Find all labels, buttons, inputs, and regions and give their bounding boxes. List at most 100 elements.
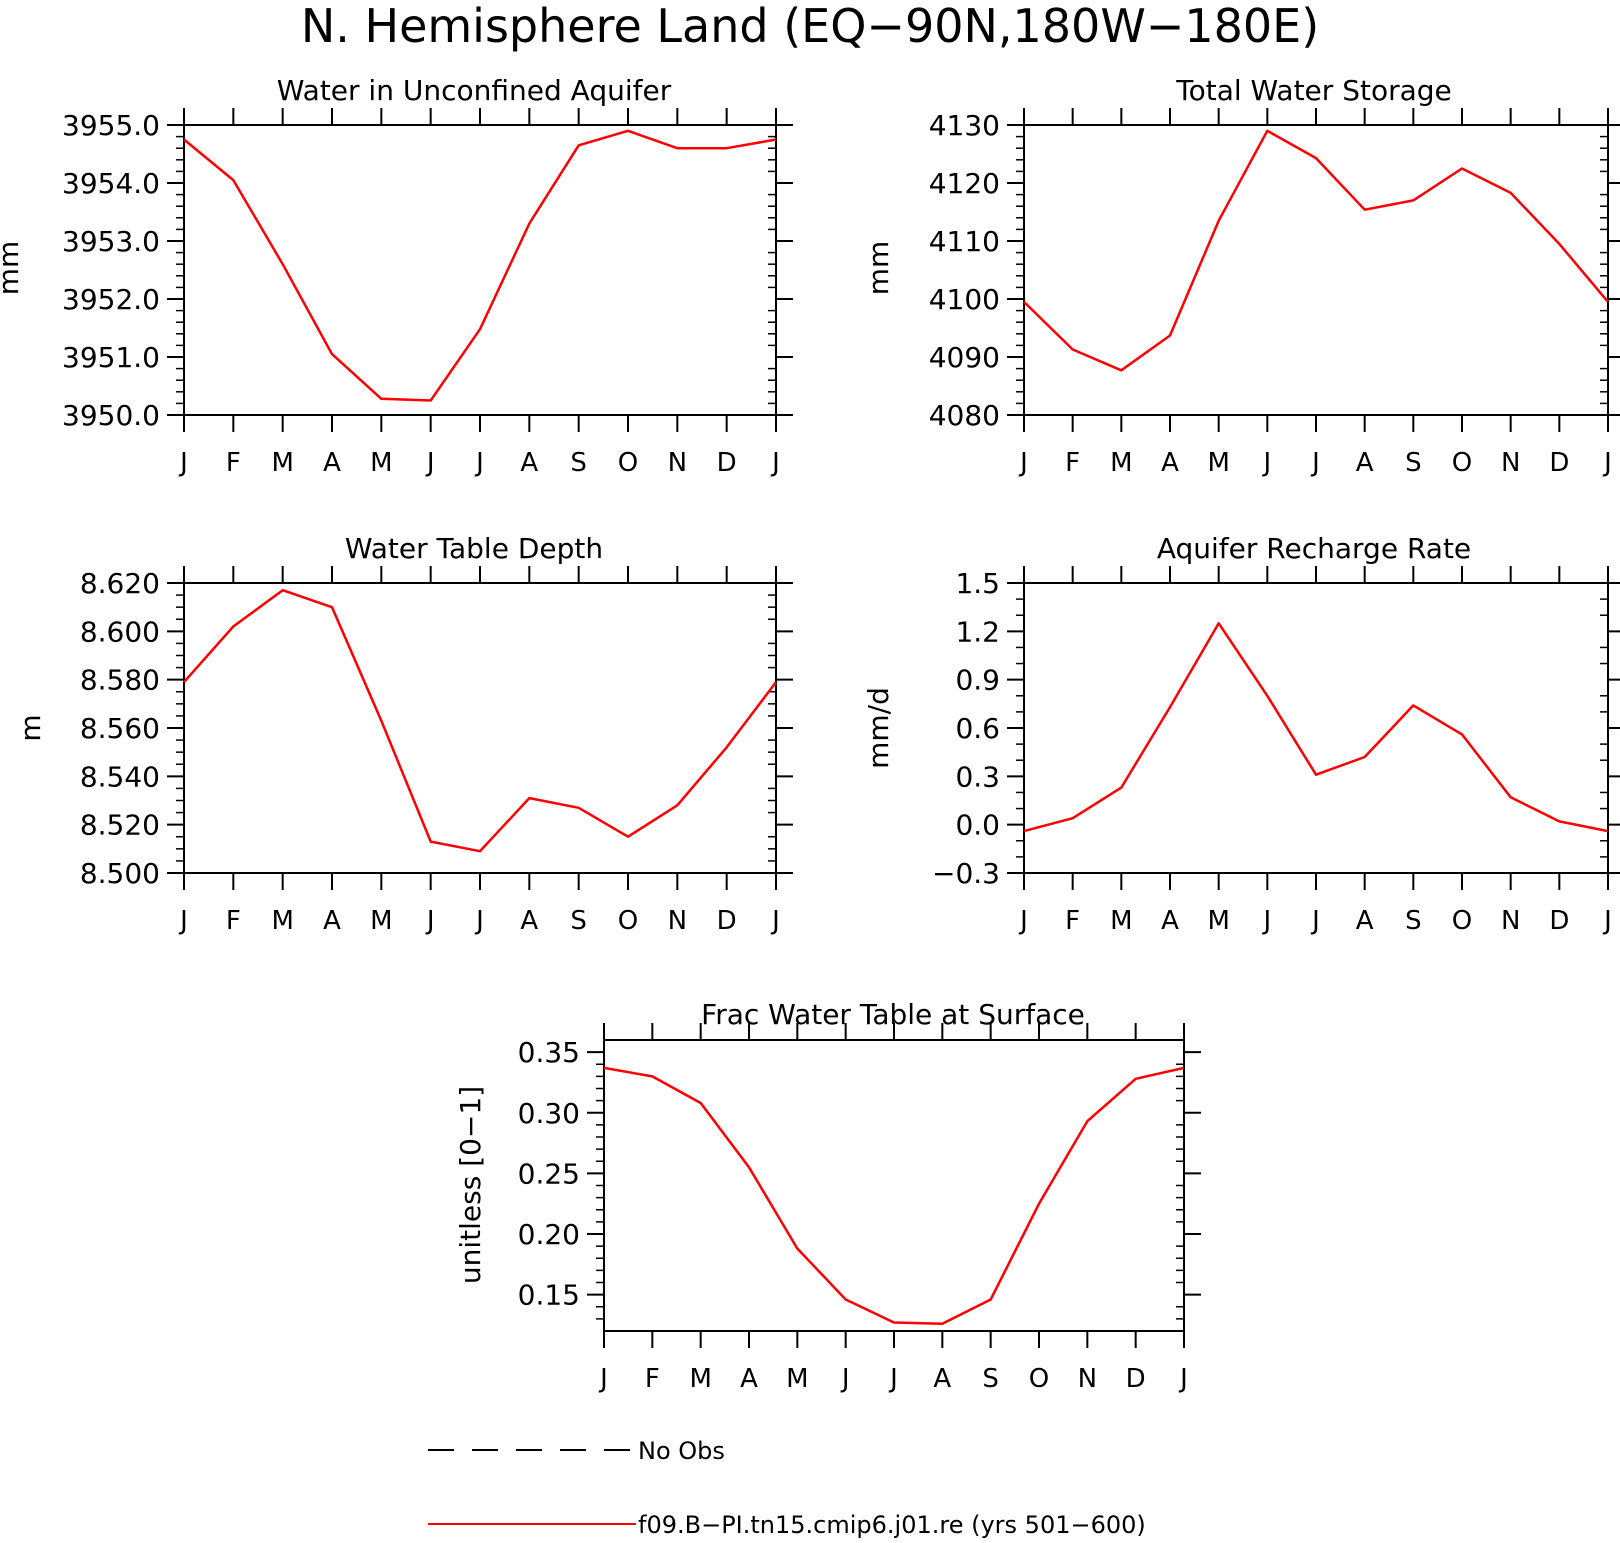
panel-title: Water Table Depth <box>345 532 603 565</box>
y-tick-label: 8.620 <box>80 567 160 600</box>
x-tick-label: F <box>226 448 241 478</box>
y-tick-label: 0.25 <box>518 1157 580 1190</box>
x-tick-label: D <box>1549 448 1569 478</box>
x-tick-label: N <box>1501 448 1520 478</box>
x-tick-label: J <box>1261 448 1271 478</box>
series-line <box>183 588 777 853</box>
y-tick-label: 3952.0 <box>62 283 160 316</box>
y-tick-label: 8.540 <box>80 760 160 793</box>
x-tick-label: A <box>1356 906 1374 936</box>
y-tick-label: 1.5 <box>955 567 1000 600</box>
x-tick-label: F <box>1065 906 1080 936</box>
y-tick-label: 3955.0 <box>62 109 160 142</box>
x-tick-label: O <box>1029 1364 1049 1394</box>
x-tick-label: F <box>645 1364 660 1394</box>
x-tick-label: J <box>178 448 188 478</box>
y-tick-label: 0.9 <box>955 664 1000 697</box>
plot-frame <box>603 1039 1185 1332</box>
y-tick-label: 8.580 <box>80 664 160 697</box>
x-tick-label: A <box>520 906 538 936</box>
x-tick-label: S <box>982 1364 999 1394</box>
y-tick-label: 8.600 <box>80 615 160 648</box>
x-tick-label: A <box>1356 448 1374 478</box>
x-tick-label: M <box>1110 448 1132 478</box>
y-tick-label: 4110 <box>929 225 1000 258</box>
y-tick-label: 3953.0 <box>62 225 160 258</box>
figure-title: N. Hemisphere Land (EQ−90N,180W−180E) <box>301 0 1319 53</box>
x-tick-label: M <box>786 1364 808 1394</box>
y-tick-label: 8.500 <box>80 857 160 890</box>
y-tick-label: 3954.0 <box>62 167 160 200</box>
y-tick-label: 0.3 <box>955 760 1000 793</box>
x-tick-label: A <box>323 448 341 478</box>
x-tick-label: J <box>1178 1364 1188 1394</box>
x-tick-label: J <box>425 448 435 478</box>
x-tick-label: J <box>425 906 435 936</box>
x-tick-label: J <box>888 1364 898 1394</box>
series-line <box>1023 622 1609 833</box>
x-tick-label: J <box>474 448 484 478</box>
y-tick-label: −0.3 <box>932 857 1000 890</box>
x-tick-label: J <box>1018 448 1028 478</box>
plot-frame <box>183 582 777 874</box>
x-tick-label: J <box>1018 906 1028 936</box>
y-axis-label: m <box>14 714 47 741</box>
x-tick-label: J <box>1310 906 1320 936</box>
y-tick-label: 0.15 <box>518 1279 580 1312</box>
x-tick-label: J <box>1261 906 1271 936</box>
y-tick-label: 4130 <box>929 109 1000 142</box>
x-tick-label: A <box>520 448 538 478</box>
y-tick-label: 0.35 <box>518 1036 580 1069</box>
x-tick-label: S <box>1405 448 1422 478</box>
x-tick-label: S <box>570 906 587 936</box>
x-tick-label: M <box>689 1364 711 1394</box>
x-tick-label: J <box>1602 448 1612 478</box>
x-tick-label: J <box>770 906 780 936</box>
legend-obs-label: No Obs <box>638 1437 725 1465</box>
x-tick-label: D <box>717 906 737 936</box>
x-tick-label: A <box>1161 906 1179 936</box>
y-tick-label: 8.520 <box>80 809 160 842</box>
x-tick-label: O <box>1452 448 1472 478</box>
x-tick-label: O <box>1452 906 1472 936</box>
plot-frame <box>1023 582 1609 874</box>
x-tick-label: J <box>598 1364 608 1394</box>
panel-title: Aquifer Recharge Rate <box>1157 532 1471 565</box>
x-tick-label: J <box>770 448 780 478</box>
panel-frac-water-table-at-surface: Frac Water Table at Surface unitless [0−… <box>454 998 1201 1394</box>
x-tick-label: S <box>1405 906 1422 936</box>
x-tick-label: D <box>1126 1364 1146 1394</box>
x-tick-label: J <box>1602 906 1612 936</box>
y-tick-label: 0.0 <box>955 809 1000 842</box>
y-tick-label: 3950.0 <box>62 399 160 432</box>
y-tick-label: 4080 <box>929 399 1000 432</box>
legend: No Obs f09.B−PI.tn15.cmip6.j01.re (yrs 5… <box>428 1437 1146 1539</box>
x-tick-label: M <box>370 448 392 478</box>
x-tick-label: A <box>933 1364 951 1394</box>
x-tick-label: M <box>271 906 293 936</box>
panel-title: Total Water Storage <box>1175 74 1452 107</box>
x-tick-label: J <box>840 1364 850 1394</box>
plot-frame <box>183 124 777 416</box>
x-tick-label: O <box>618 906 638 936</box>
x-tick-label: F <box>1065 448 1080 478</box>
panel-title: Water in Unconfined Aquifer <box>277 74 672 107</box>
x-tick-label: M <box>271 448 293 478</box>
x-tick-label: N <box>1501 906 1520 936</box>
x-tick-label: J <box>474 906 484 936</box>
x-tick-label: F <box>226 906 241 936</box>
y-axis-label: mm <box>0 241 25 296</box>
x-tick-label: M <box>1207 448 1229 478</box>
plot-frame <box>1023 124 1609 416</box>
y-axis-label: mm/d <box>862 687 895 769</box>
y-tick-label: 8.560 <box>80 712 160 745</box>
panel-total-water-storage: Total Water Storage mm J F M A M J J A S O N D J4080… <box>862 74 1620 478</box>
panel-water-table-depth: Water Table Depth m J F M A M J J A S O N D J8.5008.… <box>14 532 793 936</box>
y-axis-label: mm <box>862 241 895 296</box>
x-tick-label: A <box>323 906 341 936</box>
y-tick-label: 4100 <box>929 283 1000 316</box>
x-tick-label: S <box>570 448 587 478</box>
